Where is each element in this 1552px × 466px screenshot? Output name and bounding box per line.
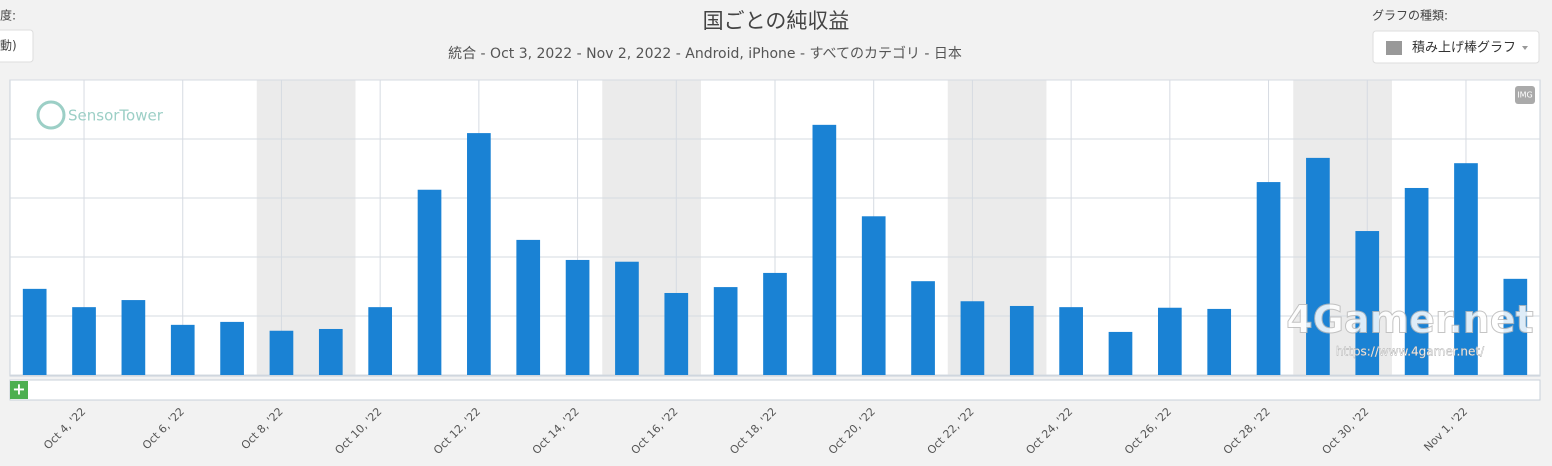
chart-type-icon xyxy=(1386,41,1402,55)
bar xyxy=(269,330,294,375)
left-select[interactable] xyxy=(0,29,34,63)
plus-icon: + xyxy=(12,380,25,399)
img-button[interactable] xyxy=(1515,86,1535,104)
x-tick-label: Oct 6, '22 xyxy=(140,405,187,452)
chart-title: 国ごとの純収益 xyxy=(703,9,850,33)
x-tick-label: Oct 22, '22 xyxy=(925,405,977,457)
bar xyxy=(1207,308,1232,375)
x-tick-label: Oct 14, '22 xyxy=(530,405,582,457)
x-tick-label: Oct 28, '22 xyxy=(1221,405,1273,457)
img-text: IMG xyxy=(1517,91,1532,100)
x-tick-label: Oct 16, '22 xyxy=(629,405,681,457)
bar xyxy=(467,133,491,375)
bar xyxy=(170,324,195,375)
x-tick-label: Oct 18, '22 xyxy=(727,405,779,457)
bar xyxy=(72,307,96,375)
bar xyxy=(911,281,935,375)
x-tick-label: Oct 8, '22 xyxy=(239,405,286,452)
chart-type-text: 積み上げ棒グラフ xyxy=(1412,41,1516,56)
bar xyxy=(22,288,47,375)
bar xyxy=(1503,278,1528,375)
bar xyxy=(1157,307,1182,375)
bar xyxy=(861,216,886,375)
left-label: 度: xyxy=(0,8,16,23)
weekend-band xyxy=(256,80,356,375)
bar xyxy=(1404,187,1429,375)
x-tick-label: Oct 20, '22 xyxy=(826,405,878,457)
chart-type-select[interactable] xyxy=(1372,30,1540,64)
bar xyxy=(713,287,738,375)
bar xyxy=(812,124,837,375)
bar xyxy=(565,259,590,375)
bar xyxy=(664,292,689,375)
site-watermark: 4Gamer.net xyxy=(1286,298,1533,342)
url-watermark: https://www.4gamer.net/ xyxy=(1336,345,1485,359)
x-tick-label: Nov 1, '22 xyxy=(1421,405,1470,454)
bar xyxy=(1454,163,1478,375)
chart-type-label: グラフの種類: xyxy=(1372,9,1448,23)
left-select-text: 動) xyxy=(0,39,17,53)
bar xyxy=(1256,182,1281,375)
x-tick-label: Oct 26, '22 xyxy=(1122,405,1174,457)
dropdown-arrow xyxy=(1522,46,1528,50)
x-tick-label: Oct 10, '22 xyxy=(332,405,384,457)
bar xyxy=(615,261,639,375)
bar xyxy=(1009,305,1034,375)
bar xyxy=(1306,157,1330,375)
x-tick-label: Oct 4, '22 xyxy=(41,405,88,452)
bar xyxy=(417,189,442,375)
x-tick-label: Oct 24, '22 xyxy=(1023,405,1075,457)
bar xyxy=(1108,331,1133,375)
bar xyxy=(516,239,541,375)
bar xyxy=(960,301,985,375)
event-row xyxy=(9,379,1541,401)
brand-watermark: SensorTower xyxy=(68,107,164,125)
bar xyxy=(121,300,146,375)
bar xyxy=(318,328,343,375)
x-tick-label: Oct 12, '22 xyxy=(431,405,483,457)
brand-logo xyxy=(36,100,66,130)
bar xyxy=(763,272,787,375)
add-event-button[interactable] xyxy=(10,381,28,399)
bar xyxy=(220,321,244,375)
chart-subtitle: 統合 - Oct 3, 2022 - Nov 2, 2022 - Android… xyxy=(448,45,962,62)
bar xyxy=(1059,307,1083,375)
bar xyxy=(1355,231,1380,375)
x-tick-label: Oct 30, '22 xyxy=(1320,405,1372,457)
bar xyxy=(368,307,393,375)
